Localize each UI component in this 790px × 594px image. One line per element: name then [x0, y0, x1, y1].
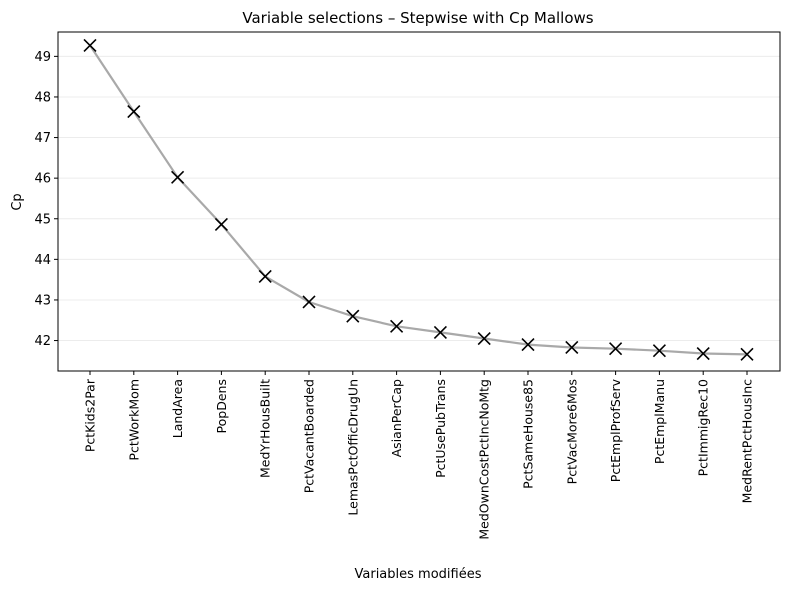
data-point-7 [390, 319, 404, 333]
y-tick-label-3: 45 [34, 212, 51, 227]
x-tick-label-5: PctVacantBoarded [302, 379, 317, 493]
cp-series-line [89, 44, 748, 356]
data-point-2 [171, 170, 185, 184]
data-point-8 [433, 325, 447, 339]
x-tick-label-0: PctKids2Par [83, 378, 98, 452]
data-point-12 [609, 342, 623, 356]
plot-frame [57, 31, 781, 372]
data-point-9 [477, 331, 491, 346]
data-point-14 [696, 346, 710, 361]
x-tick-label-7: AsianPerCap [389, 379, 404, 457]
y-tick-label-6: 48 [34, 90, 51, 105]
y-tick-label-5: 47 [34, 131, 51, 146]
series-layer [83, 38, 754, 361]
data-point-6 [346, 309, 360, 323]
data-point-10 [521, 338, 535, 352]
y-tick-label-0: 42 [34, 334, 51, 349]
grid-lines [58, 55, 780, 342]
x-tick-label-6: LemasPctOfficDrugUn [345, 379, 360, 516]
x-tick-label-9: MedOwnCostPctIncNoMtg [477, 379, 492, 540]
y-axis: 42 43 44 45 46 47 48 49 [34, 50, 58, 349]
x-tick-label-8: PctUsePubTrans [433, 379, 448, 478]
x-tick-label-13: PctEmplManu [652, 379, 667, 464]
x-tick-label-15: MedRentPctHousInc [740, 379, 755, 503]
y-axis-label: Cp [10, 193, 25, 210]
y-tick-label-4: 46 [34, 172, 51, 187]
chart-title: Variable selections – Stepwise with Cp M… [242, 9, 593, 27]
data-point-13 [652, 344, 666, 358]
y-tick-label-2: 44 [34, 253, 51, 268]
x-tick-label-11: PctVacMore6Mos [564, 379, 579, 484]
data-point-1 [127, 105, 141, 119]
x-tick-label-1: PctWorkMom [126, 379, 141, 461]
x-tick-label-12: PctEmplProfServ [608, 378, 623, 482]
data-point-5 [302, 295, 316, 309]
data-point-4 [258, 269, 272, 283]
y-tick-label-7: 49 [34, 50, 51, 65]
data-point-3 [214, 217, 228, 232]
data-point-0 [83, 38, 97, 52]
x-axis: PctKids2Par PctWorkMom LandArea PopDens MedY… [83, 371, 755, 540]
x-tick-label-3: PopDens [214, 379, 229, 433]
x-tick-label-14: PctImmigRec10 [696, 379, 711, 476]
x-axis-label: Variables modifiées [355, 567, 482, 582]
data-point-11 [565, 340, 579, 355]
data-point-15 [740, 347, 754, 361]
x-tick-label-2: LandArea [170, 379, 185, 438]
x-tick-label-4: MedYrHousBuilt [258, 379, 273, 478]
y-tick-label-1: 43 [34, 293, 51, 308]
x-tick-label-10: PctSameHouse85 [521, 379, 536, 489]
